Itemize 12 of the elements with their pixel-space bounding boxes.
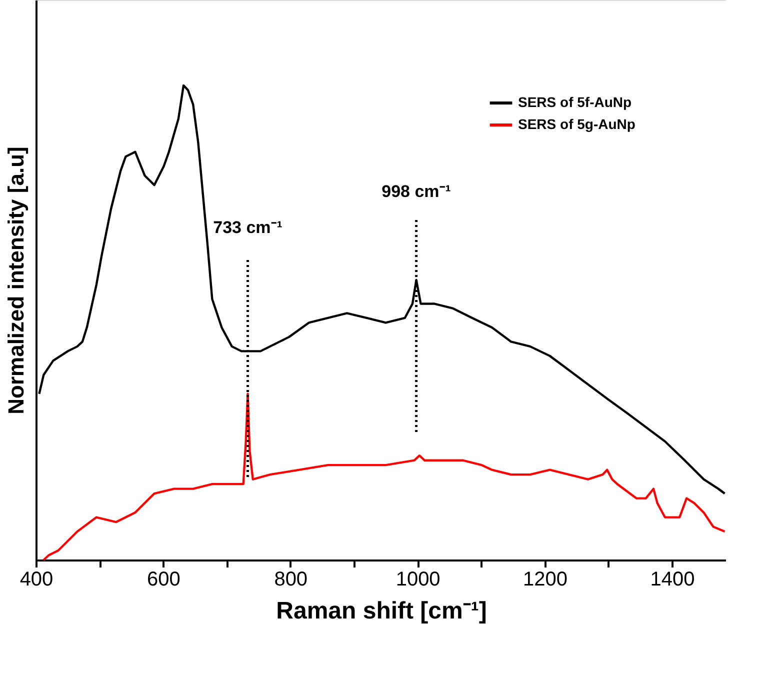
y-axis-title: Normalized intensity [a.u] <box>4 146 28 414</box>
legend-label: SERS of 5f-AuNp <box>518 94 632 110</box>
x-tick-label: 1200 <box>523 568 568 590</box>
x-tick-label: 800 <box>274 568 308 590</box>
ref-line-label: 733 cm⁻¹ <box>213 218 283 237</box>
x-tick-label: 400 <box>20 568 54 590</box>
x-tick-label: 1000 <box>396 568 440 590</box>
x-tick-label: 1400 <box>650 568 695 590</box>
legend-label: SERS of 5g-AuNp <box>518 116 636 132</box>
ref-line-label: 998 cm⁻¹ <box>382 182 452 201</box>
x-tick-label: 600 <box>147 568 180 590</box>
x-axis-title: Raman shift [cm⁻¹] <box>276 598 487 624</box>
